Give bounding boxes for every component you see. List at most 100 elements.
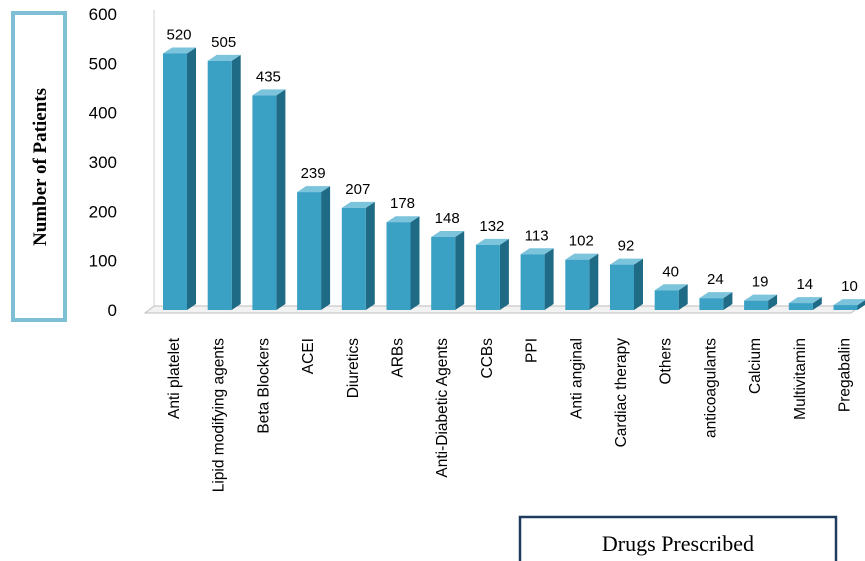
- bar: [252, 89, 286, 311]
- bar-side: [857, 300, 865, 310]
- y-tick-label: 600: [89, 5, 117, 24]
- y-axis-title: Number of Patients: [30, 88, 51, 246]
- bar-top: [163, 47, 196, 54]
- bar: [520, 248, 554, 310]
- data-label: 40: [662, 263, 679, 280]
- bar-side: [723, 292, 733, 310]
- bar-side: [678, 284, 688, 310]
- category-label: Anti platelet: [166, 337, 183, 419]
- bar: [744, 294, 778, 310]
- category-label: Lipid modifying agents: [211, 338, 228, 492]
- bar: [341, 201, 375, 310]
- data-label: 148: [435, 210, 460, 227]
- y-tick-label: 100: [89, 252, 117, 271]
- bar-front: [520, 254, 545, 310]
- bar: [654, 284, 688, 310]
- bar-top: [252, 89, 286, 96]
- y-tick-label: 300: [89, 153, 117, 172]
- bar-top: [654, 284, 688, 291]
- bar: [699, 292, 733, 310]
- bar-front: [207, 60, 232, 310]
- bar-front: [833, 305, 858, 310]
- bar-front: [163, 53, 187, 310]
- bar-side: [276, 89, 286, 311]
- bar-side: [321, 186, 331, 310]
- y-tick-label: 400: [89, 104, 117, 123]
- bar: [565, 253, 599, 310]
- bar-top: [788, 297, 822, 304]
- category-label: Others: [658, 338, 675, 385]
- bar-side: [455, 230, 465, 310]
- bar-front: [654, 290, 679, 310]
- bar-side: [187, 47, 196, 310]
- data-label: 207: [345, 181, 370, 198]
- bar-side: [812, 297, 822, 310]
- bar: [833, 299, 865, 310]
- bar-front: [699, 298, 724, 310]
- category-label: Multivitamin: [792, 338, 809, 420]
- y-axis-ticks: 0 100 200 300 400 500 600: [89, 5, 117, 320]
- bar-side: [231, 54, 241, 310]
- bar-side: [589, 253, 599, 310]
- bar: [163, 47, 196, 310]
- bar-front: [341, 207, 366, 310]
- bar-side: [499, 238, 509, 310]
- xlabel-box: [518, 515, 838, 561]
- data-label: 178: [390, 195, 415, 212]
- y-tick-label: 200: [89, 202, 117, 221]
- bar-top: [431, 230, 465, 237]
- bar-side: [544, 248, 554, 310]
- bar-front: [788, 303, 813, 310]
- data-label: 19: [752, 274, 769, 291]
- data-label: 505: [211, 34, 236, 51]
- bar-top: [610, 258, 643, 265]
- y-tick-label: 0: [108, 301, 117, 320]
- data-label: 10: [841, 278, 858, 295]
- category-label: ARBs: [390, 338, 407, 378]
- data-label: 239: [301, 165, 326, 182]
- data-label: 102: [569, 233, 594, 250]
- category-label: Cardiac therapy: [613, 338, 630, 448]
- bar: [788, 297, 822, 310]
- data-labels: 520 505 435 239 207 178 148 132 113 102 92 40 24 19 14…: [166, 26, 857, 295]
- bar: [610, 258, 643, 310]
- bar-front: [744, 300, 769, 310]
- bar-top: [833, 299, 865, 306]
- bar-front: [610, 264, 634, 310]
- category-label: Beta Blockers: [255, 338, 272, 434]
- bars: [163, 47, 865, 311]
- bar-front: [386, 222, 411, 310]
- data-label: 132: [479, 218, 504, 235]
- bar-front: [565, 259, 590, 310]
- bar-side: [410, 216, 420, 310]
- category-label: Anti-Diabetic Agents: [434, 338, 451, 478]
- category-label: Anti anginal: [568, 338, 585, 419]
- bar-side: [768, 294, 778, 310]
- bar-top: [520, 248, 554, 255]
- bar-front: [431, 236, 456, 310]
- ylabel-box: [11, 11, 67, 322]
- bar-top: [475, 238, 509, 245]
- category-label: Calcium: [747, 338, 764, 394]
- bar: [475, 238, 509, 310]
- category-labels: Anti platelet Lipid modifying agents Beta …: [166, 337, 854, 492]
- bar-top: [297, 186, 331, 193]
- bar-top: [341, 201, 375, 208]
- category-label: anticoagulants: [702, 338, 719, 438]
- bar-top: [565, 253, 599, 260]
- x-axis-title: Drugs Prescribed: [602, 531, 754, 556]
- bar: [297, 186, 331, 310]
- bar: [207, 54, 241, 310]
- data-label: 435: [256, 68, 281, 85]
- category-label: Pregabalin: [837, 338, 854, 412]
- data-label: 14: [796, 276, 813, 293]
- data-label: 520: [166, 26, 191, 43]
- bar-front: [252, 95, 277, 311]
- bar: [431, 230, 465, 310]
- category-label: CCBs: [479, 338, 496, 379]
- bar-top: [699, 292, 733, 299]
- bar-top: [386, 216, 420, 223]
- bar-side: [634, 258, 643, 310]
- y-tick-label: 500: [89, 54, 117, 73]
- data-label: 92: [618, 238, 635, 255]
